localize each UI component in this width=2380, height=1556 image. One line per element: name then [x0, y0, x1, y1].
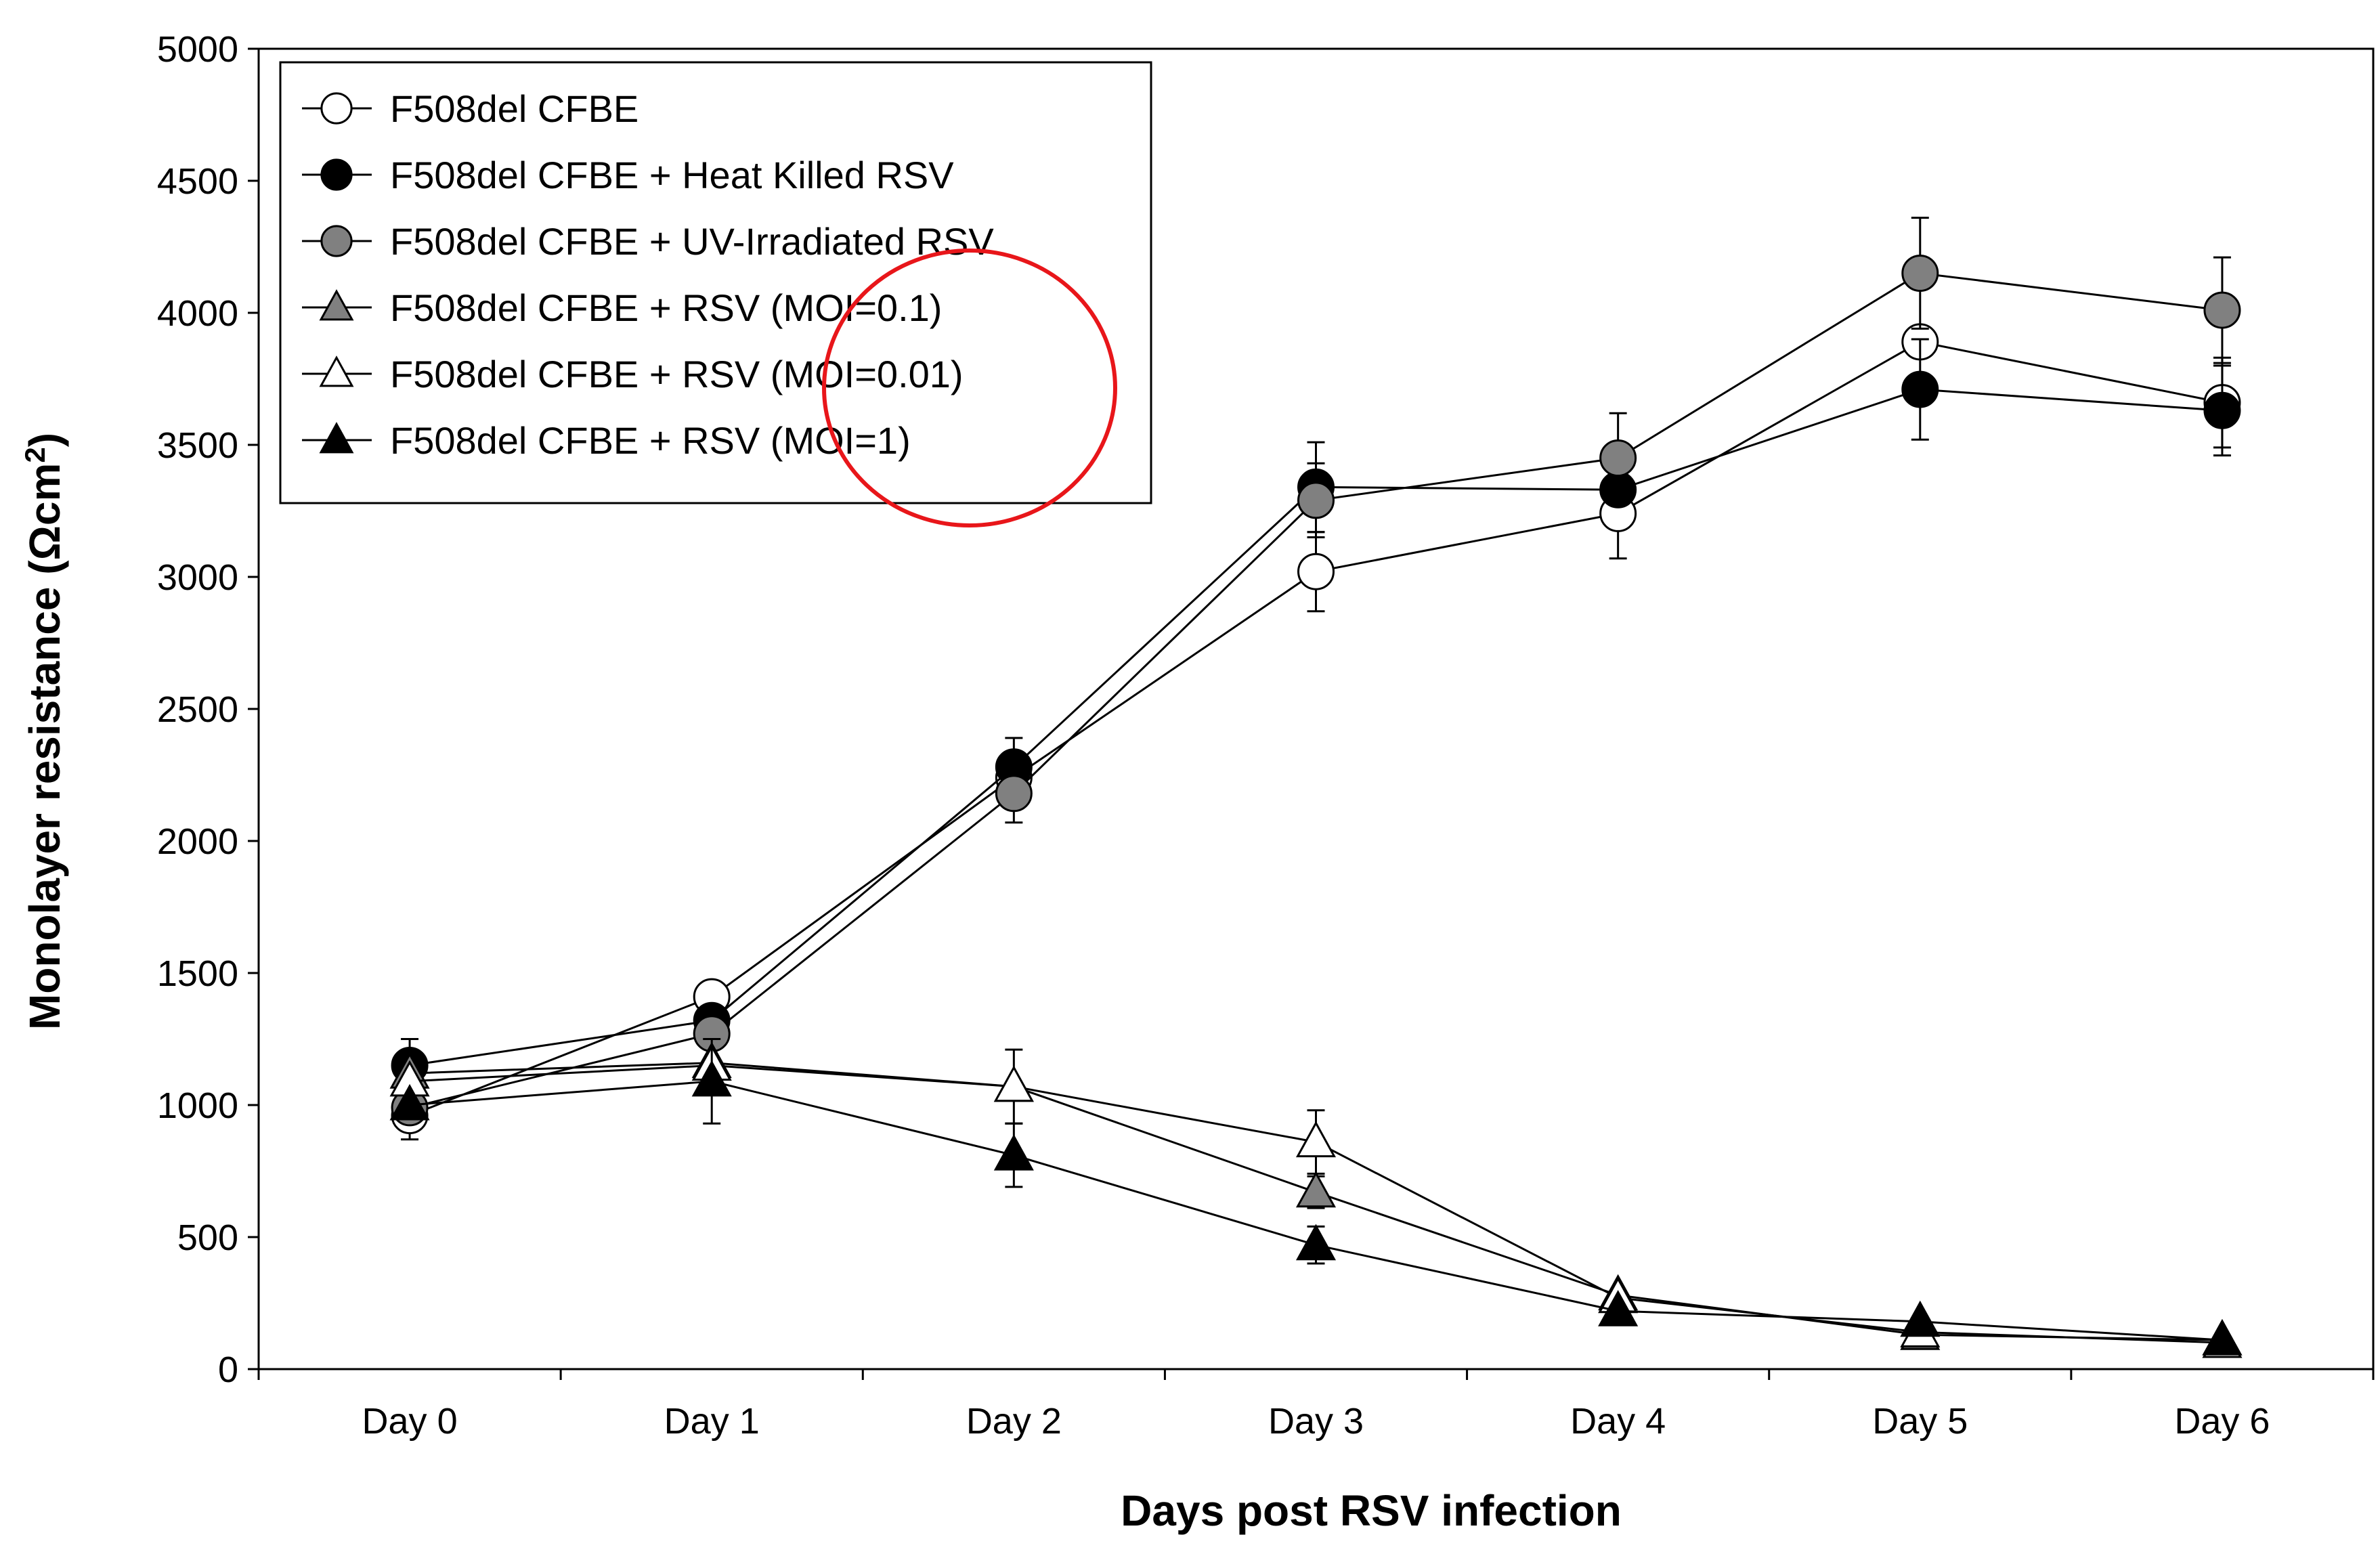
- legend-item-f508del-cfbe-uv-irradiated-rsv: F508del CFBE + UV-Irradiated RSV: [302, 220, 994, 263]
- y-tick-label-3500: 3500: [157, 425, 238, 466]
- legend: F508del CFBE F508del CFBE + Heat Killed R…: [279, 61, 1152, 504]
- data-point-day-2: [993, 1133, 1034, 1171]
- data-point-day-5: [1901, 370, 1939, 408]
- annotation-ellipse: [822, 248, 1117, 527]
- legend-marker: [319, 422, 354, 454]
- x-tick-label-day-1: Day 1: [664, 1401, 760, 1442]
- y-axis-title-main: Monolayer resistance (Ωcm: [20, 463, 69, 1030]
- legend-label: F508del CFBE + Heat Killed RSV: [390, 154, 954, 196]
- data-point-day-3: [1295, 1171, 1337, 1208]
- y-tick-label-2500: 2500: [157, 689, 238, 730]
- data-point-day-3: [1295, 1224, 1337, 1261]
- legend-item-f508del-cfbe: F508del CFBE: [302, 87, 639, 130]
- legend-label: F508del CFBE + UV-Irradiated RSV: [390, 220, 994, 263]
- data-point-day-2: [993, 1065, 1034, 1102]
- x-tick-label-day-3: Day 3: [1268, 1401, 1364, 1442]
- x-tick-label-day-6: Day 6: [2174, 1401, 2270, 1442]
- y-axis-title-superscript: 2: [19, 447, 51, 462]
- data-point-day-6: [2203, 291, 2241, 329]
- legend-marker: [320, 92, 353, 125]
- y-tick-label-2000: 2000: [157, 821, 238, 862]
- x-tick-label-day-2: Day 2: [966, 1401, 1062, 1442]
- y-tick-label-4500: 4500: [157, 161, 238, 202]
- data-point-day-3: [1297, 481, 1335, 519]
- y-tick-label-1000: 1000: [157, 1085, 238, 1126]
- legend-item-f508del-cfbe-rsv-moi-1: F508del CFBE + RSV (MOI=1): [302, 419, 911, 462]
- series-f508del-cfbe-rsv-moi-1: [389, 1038, 2243, 1356]
- y-axis-title-end: ): [20, 433, 69, 447]
- data-point-day-6: [2203, 391, 2241, 429]
- y-tick-label-1500: 1500: [157, 953, 238, 994]
- data-point-day-1: [691, 1060, 732, 1097]
- legend-marker: [320, 158, 353, 191]
- x-tick-label-day-4: Day 4: [1570, 1401, 1666, 1442]
- y-tick-label-500: 500: [177, 1217, 238, 1258]
- series-f508del-cfbe-rsv-moi-0-1: [389, 1041, 2243, 1356]
- y-tick-label-4000: 4000: [157, 293, 238, 334]
- legend-marker: [319, 289, 354, 321]
- y-tick-label-5000: 5000: [157, 29, 238, 70]
- data-point-day-3: [1295, 1121, 1337, 1158]
- legend-item-f508del-cfbe-rsv-moi-0-01: F508del CFBE + RSV (MOI=0.01): [302, 353, 964, 395]
- legend-label: F508del CFBE + RSV (MOI=0.01): [390, 353, 964, 395]
- data-point-day-5: [1901, 255, 1939, 292]
- legend-marker: [319, 355, 354, 387]
- legend-item-f508del-cfbe-rsv-moi-0-1: F508del CFBE + RSV (MOI=0.1): [302, 286, 942, 329]
- legend-label: F508del CFBE: [390, 87, 639, 130]
- data-point-day-4: [1599, 439, 1637, 477]
- y-tick-label-3000: 3000: [157, 557, 238, 598]
- legend-box: [279, 61, 1152, 504]
- x-axis-title: Days post RSV infection: [1121, 1486, 1622, 1535]
- series-layer: [389, 217, 2243, 1358]
- y-tick-label-0: 0: [218, 1349, 238, 1390]
- data-point-day-5: [1900, 1300, 1941, 1337]
- data-point-day-4: [1598, 1290, 1639, 1326]
- y-axis-title: Monolayer resistance (Ωcm2): [19, 433, 69, 1030]
- data-point-day-3: [1297, 553, 1335, 590]
- data-point-day-2: [995, 775, 1033, 813]
- x-tick-label-day-5: Day 5: [1872, 1401, 1968, 1442]
- data-point-day-6: [2202, 1318, 2243, 1356]
- data-point-day-0: [389, 1083, 430, 1121]
- legend-item-f508del-cfbe-heat-killed-rsv: F508del CFBE + Heat Killed RSV: [302, 154, 954, 196]
- x-tick-label-day-0: Day 0: [362, 1401, 458, 1442]
- legend-label: F508del CFBE + RSV (MOI=0.1): [390, 286, 942, 329]
- legend-label: F508del CFBE + RSV (MOI=1): [390, 419, 911, 462]
- legend-marker: [320, 225, 353, 257]
- axes: 0 500 1000 1500 2000 2500 3000 3500 4000 4500 5000…: [157, 29, 2375, 1442]
